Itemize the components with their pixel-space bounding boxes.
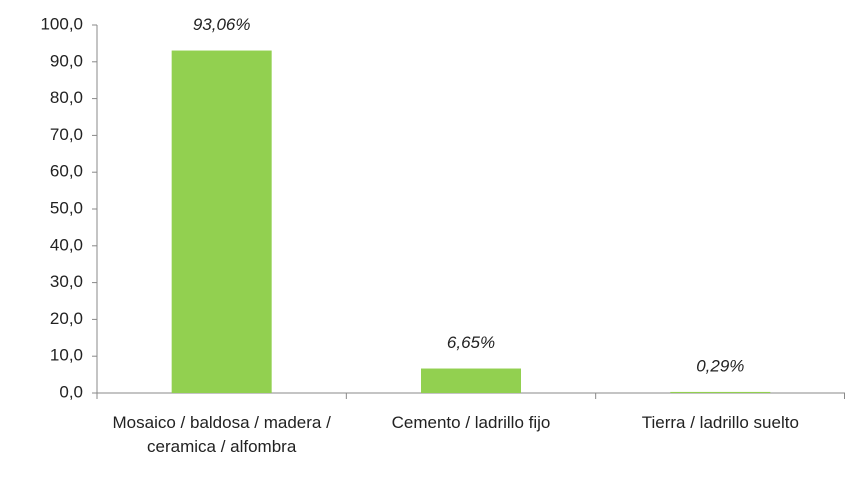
y-tick-label: 10,0	[50, 346, 83, 365]
x-tick-label: Mosaico / baldosa / madera / ceramica / …	[112, 413, 331, 456]
y-tick-label: 60,0	[50, 162, 83, 181]
y-tick-label: 30,0	[50, 272, 83, 291]
data-label: 93,06%	[193, 15, 251, 34]
y-tick-label: 70,0	[50, 125, 83, 144]
x-tick-label: Cemento / ladrillo fijo	[391, 413, 551, 432]
y-tick-label: 20,0	[50, 309, 83, 328]
y-tick-label: 40,0	[50, 235, 83, 254]
bar	[171, 50, 272, 394]
y-tick-label: 80,0	[50, 88, 83, 107]
y-tick-label: 0,0	[59, 382, 83, 401]
data-label: 6,65%	[447, 333, 495, 352]
y-tick-label: 100,0	[40, 14, 83, 33]
y-tick-label: 90,0	[50, 51, 83, 70]
x-tick-label: Tierra / ladrillo suelto	[641, 413, 799, 432]
data-label: 0,29%	[696, 356, 744, 375]
y-tick-label: 50,0	[50, 198, 83, 217]
bar	[421, 368, 521, 393]
bar	[670, 391, 771, 393]
